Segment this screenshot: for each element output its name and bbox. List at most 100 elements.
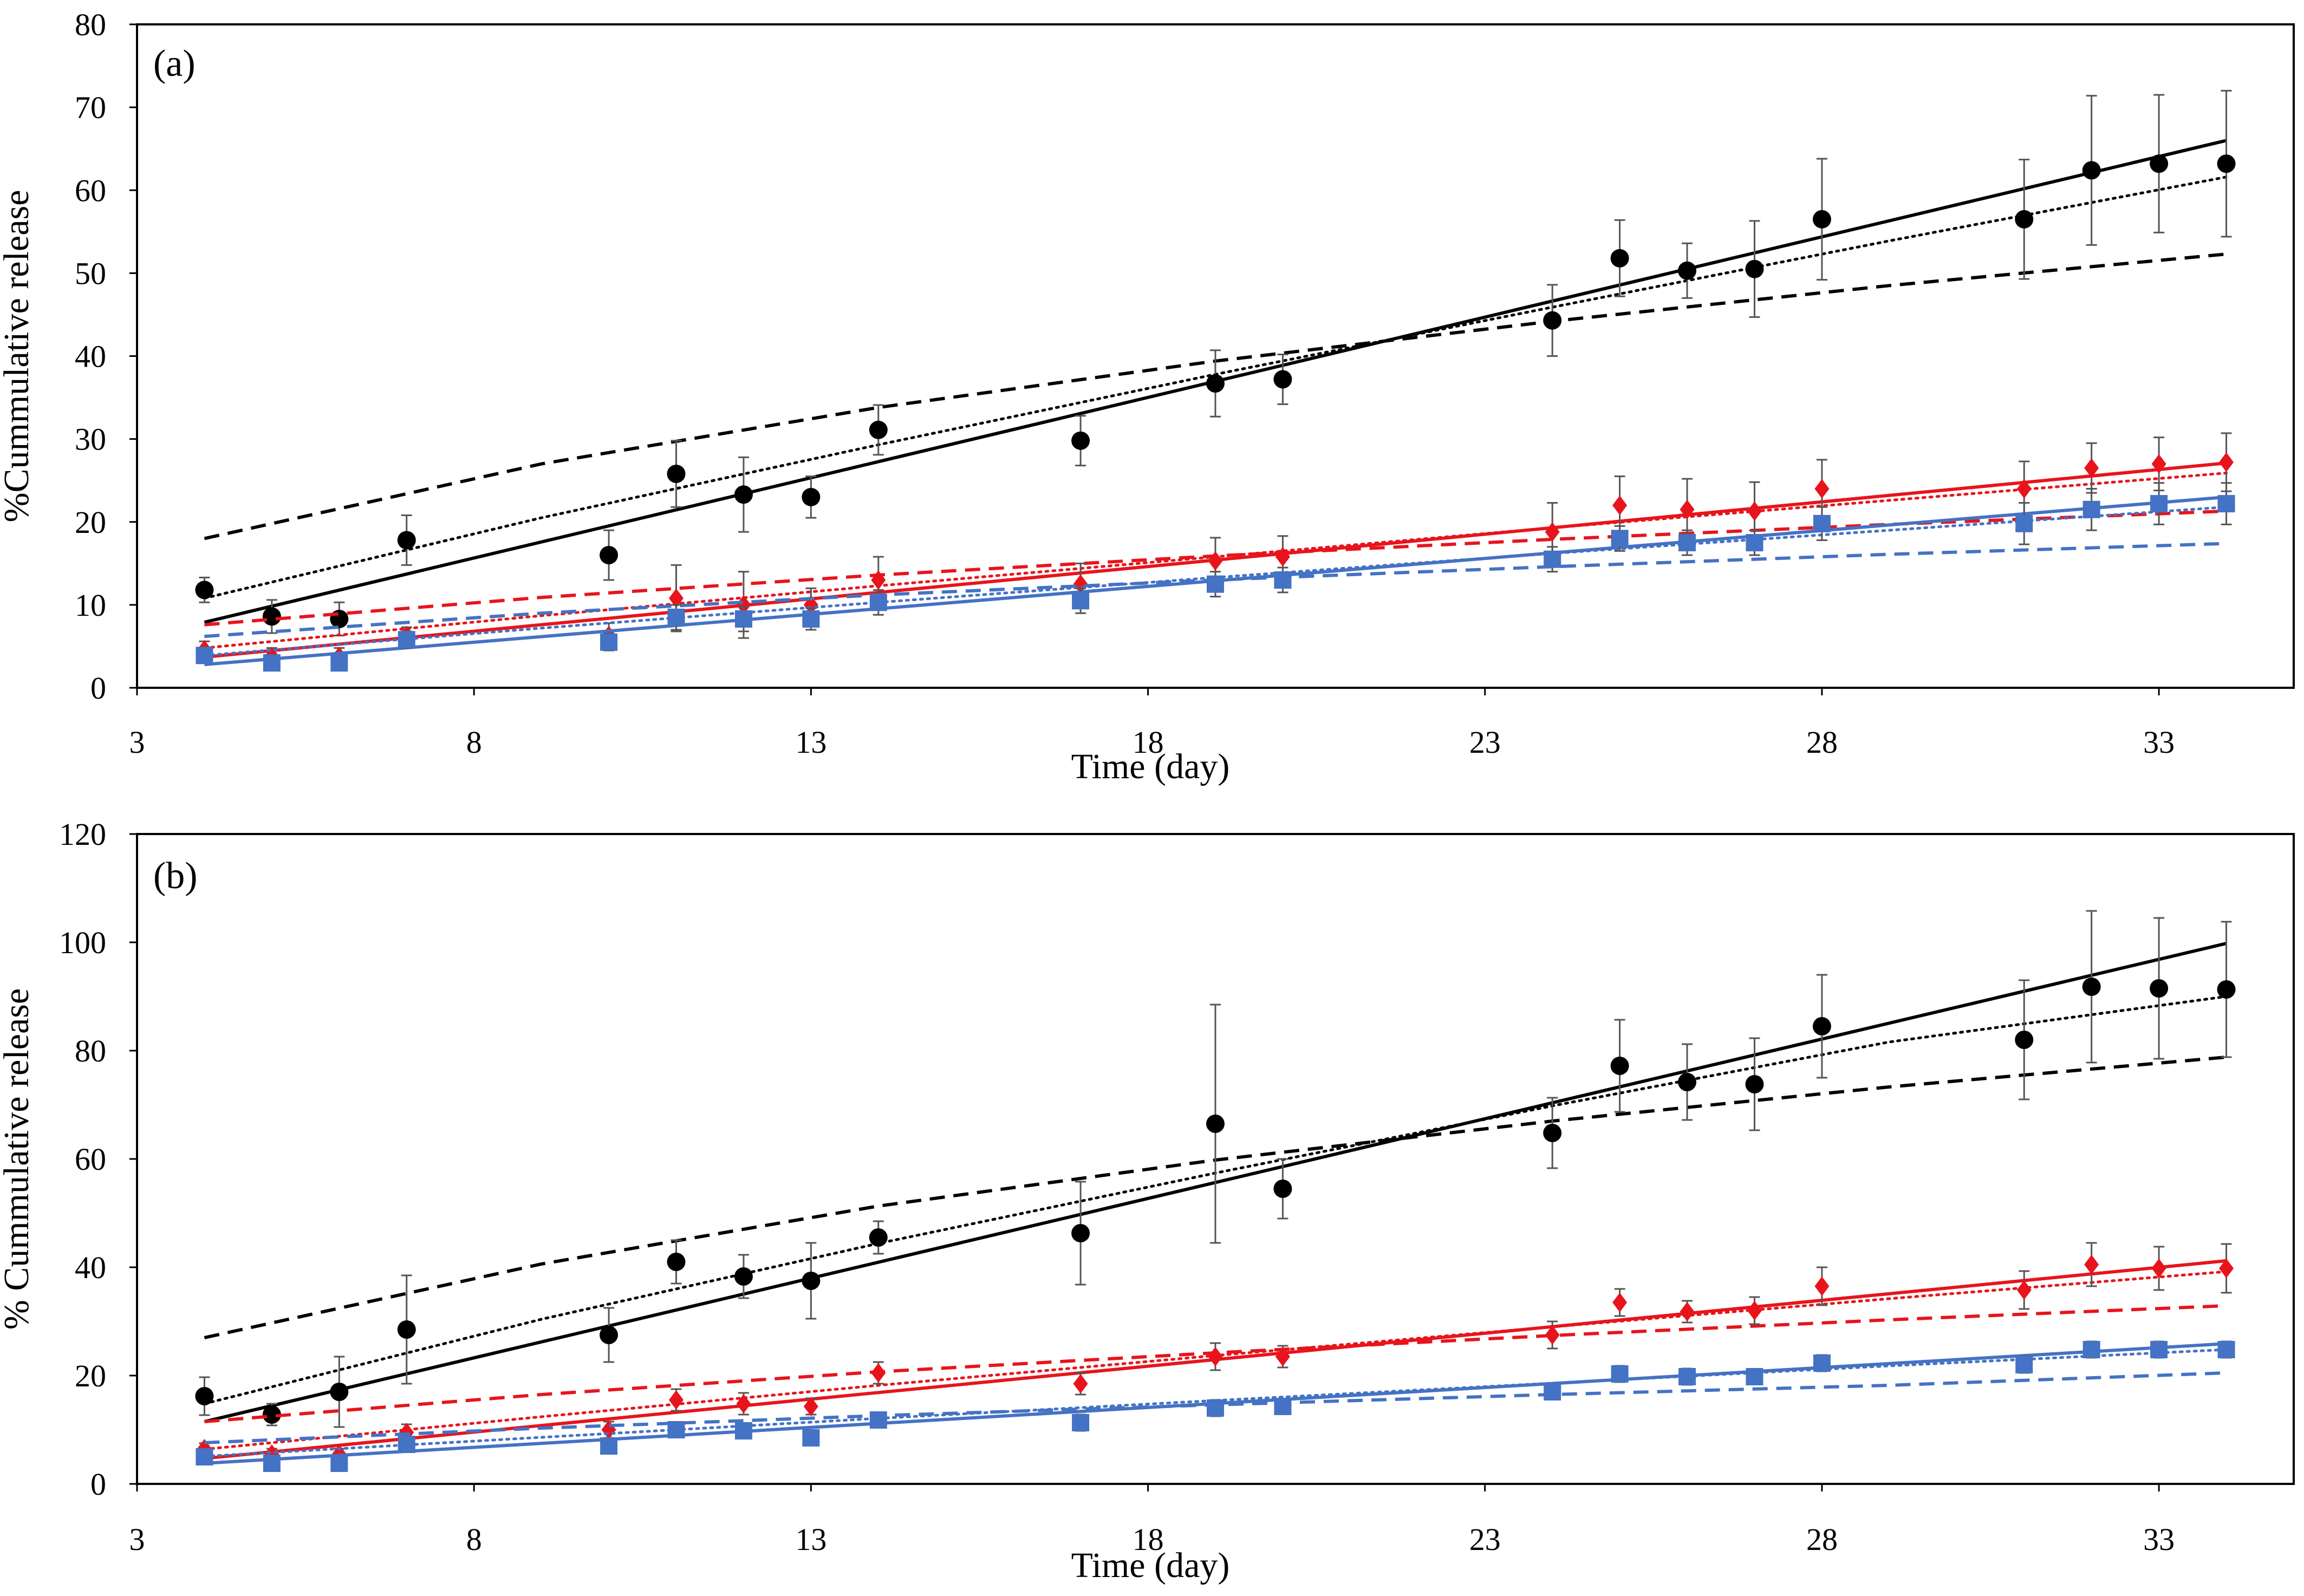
data-point-black bbox=[869, 1228, 888, 1247]
data-point-black bbox=[1610, 1057, 1629, 1075]
data-point-black bbox=[734, 485, 753, 504]
data-point-black bbox=[802, 487, 821, 506]
data-point-black bbox=[1273, 370, 1292, 389]
data-point-blue bbox=[1274, 1398, 1292, 1415]
data-point-black bbox=[330, 609, 349, 628]
data-point-blue bbox=[600, 1437, 618, 1455]
data-point-black bbox=[262, 607, 281, 626]
y-tick-label: 10 bbox=[75, 588, 106, 623]
x-tick-label: 18 bbox=[1133, 1522, 1164, 1557]
x-axis-label: Time (day) bbox=[1071, 747, 1230, 786]
y-axis-label: %Cummulative release bbox=[0, 190, 36, 523]
y-tick-label: 30 bbox=[75, 422, 106, 457]
data-point-red bbox=[1612, 1293, 1628, 1312]
data-point-blue bbox=[1207, 1399, 1224, 1417]
data-point-blue bbox=[1678, 534, 1696, 552]
data-point-red bbox=[2016, 1280, 2032, 1300]
data-point-red bbox=[2084, 1255, 2099, 1274]
data-point-red bbox=[1612, 496, 1628, 516]
data-point-black bbox=[195, 581, 214, 600]
data-point-blue bbox=[2217, 1341, 2235, 1358]
data-point-blue bbox=[1611, 530, 1629, 548]
x-tick-label: 33 bbox=[2143, 725, 2175, 760]
y-tick-label: 120 bbox=[59, 817, 106, 852]
data-point-black bbox=[1206, 374, 1225, 393]
data-point-red bbox=[669, 588, 684, 608]
data-point-red bbox=[1545, 1325, 1560, 1345]
data-point-blue bbox=[734, 610, 752, 628]
data-point-blue bbox=[1746, 1368, 1763, 1385]
data-point-black bbox=[195, 1387, 214, 1405]
data-point-black bbox=[2082, 161, 2101, 180]
series-black bbox=[195, 90, 2236, 637]
data-point-blue bbox=[1544, 550, 1561, 568]
data-point-red bbox=[1073, 1374, 1088, 1393]
data-point-blue bbox=[2015, 514, 2033, 532]
data-point-black bbox=[2150, 979, 2169, 998]
data-point-black bbox=[667, 1253, 686, 1271]
x-tick-label: 18 bbox=[1133, 725, 1164, 760]
data-point-black bbox=[667, 464, 686, 483]
y-tick-label: 50 bbox=[75, 256, 106, 291]
data-point-black bbox=[2217, 154, 2236, 173]
data-point-red bbox=[871, 1363, 886, 1383]
y-tick-label: 40 bbox=[75, 1250, 106, 1285]
data-point-red bbox=[1747, 1301, 1762, 1320]
y-tick-label: 60 bbox=[75, 173, 106, 208]
data-point-blue bbox=[398, 1436, 415, 1453]
data-point-blue bbox=[196, 1448, 213, 1465]
data-point-red bbox=[669, 1390, 684, 1410]
data-point-black bbox=[600, 546, 619, 564]
data-point-blue bbox=[196, 647, 213, 665]
y-tick-label: 0 bbox=[90, 670, 106, 706]
series-red bbox=[197, 1242, 2234, 1464]
x-tick-label: 8 bbox=[466, 725, 482, 760]
data-point-blue bbox=[1072, 592, 1090, 610]
data-point-black bbox=[330, 1383, 349, 1401]
data-point-blue bbox=[1813, 1354, 1831, 1372]
data-point-blue bbox=[1678, 1368, 1696, 1385]
data-point-red bbox=[2016, 479, 2032, 499]
y-axis-label: % Cummulative release bbox=[0, 988, 36, 1330]
data-point-blue bbox=[869, 1411, 887, 1429]
data-point-black bbox=[2217, 980, 2236, 999]
data-point-red bbox=[1814, 479, 1830, 499]
data-point-red bbox=[1814, 1276, 1830, 1296]
y-tick-label: 60 bbox=[75, 1142, 106, 1177]
data-point-blue bbox=[2217, 495, 2235, 513]
data-point-red bbox=[736, 595, 751, 615]
data-point-black bbox=[600, 1326, 619, 1344]
y-tick-label: 20 bbox=[75, 1358, 106, 1393]
panel-b: 0 20 40 60 80 100 120 3 8 13 18 23 28 33 Time (day) % C… bbox=[0, 817, 2295, 1585]
data-point-blue bbox=[2150, 495, 2168, 513]
data-point-black bbox=[869, 420, 888, 439]
data-point-black bbox=[1071, 431, 1090, 450]
series-blue bbox=[196, 1340, 2235, 1472]
fit-line-blue-dotted bbox=[203, 1348, 2228, 1458]
data-point-blue bbox=[1274, 571, 1292, 589]
x-tick-label: 3 bbox=[129, 725, 145, 760]
x-tick-label: 13 bbox=[795, 1522, 826, 1557]
data-point-black bbox=[1678, 1073, 1697, 1091]
x-axis-label: Time (day) bbox=[1071, 1546, 1230, 1585]
data-point-red bbox=[736, 1394, 751, 1413]
data-point-blue bbox=[1207, 575, 1224, 593]
data-point-black bbox=[1543, 1124, 1562, 1142]
data-point-blue bbox=[1746, 534, 1763, 552]
data-point-black bbox=[1745, 1075, 1764, 1093]
data-point-blue bbox=[802, 610, 820, 628]
x-tick-label: 8 bbox=[466, 1522, 482, 1557]
y-tick-label: 80 bbox=[75, 1033, 106, 1069]
data-point-red bbox=[871, 570, 886, 590]
data-point-blue bbox=[2150, 1341, 2168, 1358]
data-point-blue bbox=[263, 1455, 281, 1472]
data-point-black bbox=[262, 1405, 281, 1424]
data-point-red bbox=[2151, 1259, 2166, 1278]
data-point-black bbox=[2150, 154, 2169, 173]
data-point-red bbox=[2219, 1259, 2234, 1278]
data-point-red bbox=[1275, 1347, 1290, 1366]
data-point-red bbox=[1275, 547, 1290, 567]
panel-a: 0 10 20 30 40 50 60 70 80 3 8 13 18 23 28 33 Time (day)%… bbox=[0, 7, 2295, 786]
y-tick-label: 100 bbox=[59, 925, 106, 960]
data-point-blue bbox=[600, 633, 618, 651]
